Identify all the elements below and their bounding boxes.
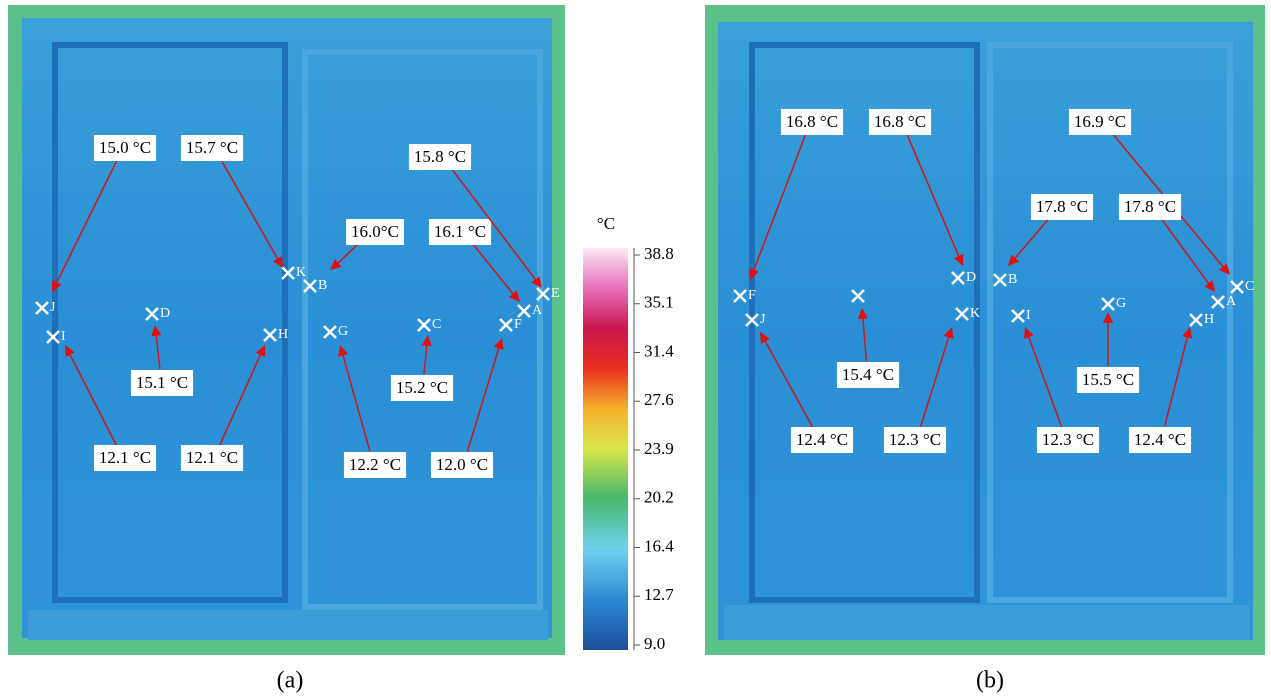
point-label: D xyxy=(966,270,976,285)
temperature-reading: 15.2 °C xyxy=(396,378,448,397)
temperature-reading: 16.8 °C xyxy=(786,112,838,131)
point-label: G xyxy=(338,324,348,339)
colorbar: °C xyxy=(583,214,634,650)
temperature-reading: 15.1 °C xyxy=(136,373,188,392)
point-label: C xyxy=(432,317,441,332)
temperature-reading: 16.0°C xyxy=(351,222,399,241)
point-label: H xyxy=(1204,312,1214,327)
colorbar-tick-label: 31.4 xyxy=(644,341,674,360)
point-label: B xyxy=(1008,272,1017,287)
colorbar-tick-label: 16.4 xyxy=(644,536,674,555)
temperature-reading: 15.4 °C xyxy=(842,365,894,384)
point-label: H xyxy=(278,327,288,342)
point-label: A xyxy=(532,303,543,318)
point-label: I xyxy=(61,329,66,344)
panel-caption: (a) xyxy=(277,668,304,694)
temperature-reading: 16.8 °C xyxy=(874,112,926,131)
point-label: J xyxy=(50,300,56,315)
colorbar-tick-label: 12.7 xyxy=(644,585,674,604)
point-label: F xyxy=(514,317,522,332)
temperature-reading: 15.5 °C xyxy=(1082,370,1134,389)
point-label: J xyxy=(760,312,766,327)
point-label: B xyxy=(318,278,327,293)
panel-caption: (b) xyxy=(976,668,1004,694)
point-label: I xyxy=(1026,308,1031,323)
temperature-reading: 17.8 °C xyxy=(1124,197,1176,216)
temperature-reading: 12.3 °C xyxy=(889,430,941,449)
temperature-reading: 15.8 °C xyxy=(414,147,466,166)
point-label: G xyxy=(1116,296,1126,311)
temperature-reading: 12.1 °C xyxy=(99,448,151,467)
figure: °C (a)KBJDIHGCFAE15.0 °C15.7 °C16.0°C16.… xyxy=(0,0,1271,695)
point-label: E xyxy=(551,286,560,301)
temperature-reading: 15.0 °C xyxy=(99,138,151,157)
temperature-reading: 16.9 °C xyxy=(1074,112,1126,131)
colorbar-tick-label: 23.9 xyxy=(644,439,674,458)
point-label: K xyxy=(970,306,980,321)
temperature-reading: 12.4 °C xyxy=(1134,430,1186,449)
colorbar-unit: °C xyxy=(597,214,615,233)
thermal-image-b xyxy=(705,5,1265,655)
temperature-reading: 15.7 °C xyxy=(186,138,238,157)
temperature-reading: 12.0 °C xyxy=(436,455,488,474)
colorbar-tick-label: 35.1 xyxy=(644,293,674,312)
point-label: K xyxy=(296,265,306,280)
point-label: A xyxy=(1226,294,1237,309)
point-label: D xyxy=(160,306,170,321)
temperature-reading: 12.2 °C xyxy=(349,455,401,474)
temperature-reading: 16.1 °C xyxy=(434,222,486,241)
colorbar-tick-label: 9.0 xyxy=(644,634,665,653)
temperature-reading: 17.8 °C xyxy=(1036,197,1088,216)
temperature-reading: 12.3 °C xyxy=(1042,430,1094,449)
colorbar-tick-label: 20.2 xyxy=(644,488,674,507)
colorbar-tick-label: 38.8 xyxy=(644,244,674,263)
temperature-reading: 12.1 °C xyxy=(186,448,238,467)
colorbar-tick-label: 27.6 xyxy=(644,390,674,409)
point-label: F xyxy=(748,288,756,303)
temperature-reading: 12.4 °C xyxy=(796,430,848,449)
point-label: C xyxy=(1245,279,1254,294)
